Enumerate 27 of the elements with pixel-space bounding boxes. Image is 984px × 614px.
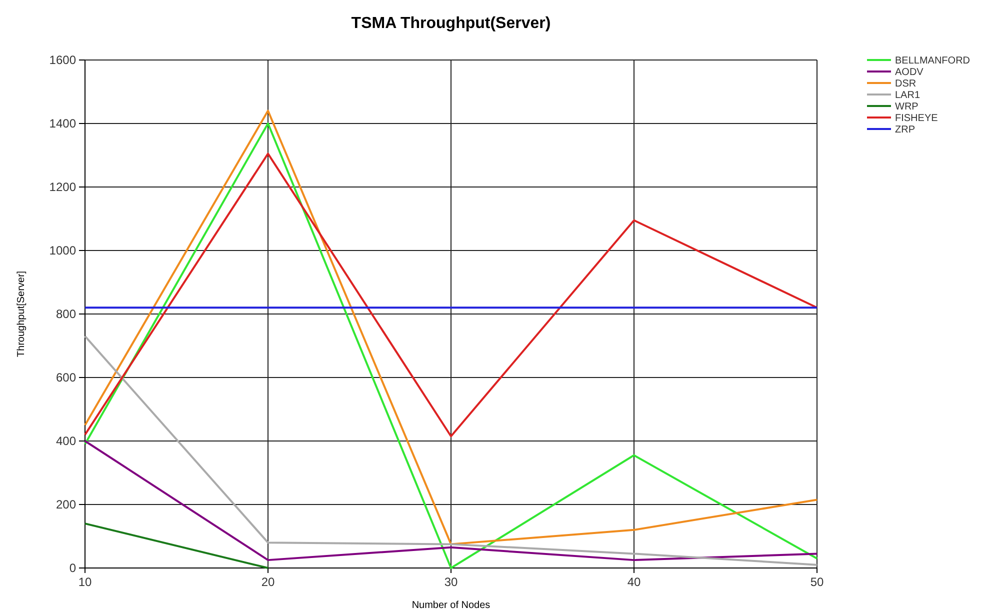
x-tick-label: 40 <box>627 575 641 589</box>
y-tick-label: 1000 <box>49 244 76 258</box>
y-tick-label: 200 <box>56 498 76 512</box>
y-axis-title: Throughput[Server] <box>16 270 27 358</box>
y-tick-label: 1600 <box>49 53 76 68</box>
line-series <box>84 335 818 566</box>
chart-title: TSMA Throughput(Server) <box>351 15 551 32</box>
legend-label: AODV <box>895 67 924 78</box>
x-tick-label: 50 <box>810 575 824 589</box>
y-tick-label: 400 <box>56 434 76 448</box>
x-tick-label: 20 <box>261 575 275 589</box>
legend-label: DSR <box>895 78 916 90</box>
legend-label: WRP <box>895 102 919 112</box>
x-axis-title: Number of Nodes <box>412 600 490 611</box>
x-tick-label: 30 <box>444 575 458 589</box>
line-series <box>84 152 818 438</box>
line-series <box>84 440 818 562</box>
y-tick-label: 800 <box>56 307 76 322</box>
legend-label: BELLMANFORD <box>895 56 970 66</box>
y-tick-label: 0 <box>69 561 76 576</box>
y-tick-label: 600 <box>56 370 76 385</box>
y-tick-label: 1400 <box>49 116 76 131</box>
legend-label: FISHEYE <box>895 113 938 124</box>
x-tick-label: 10 <box>78 575 92 589</box>
legend-label: ZRP <box>895 124 916 136</box>
y-tick-label: 1200 <box>49 180 76 194</box>
legend-label: LAR1 <box>895 90 920 101</box>
